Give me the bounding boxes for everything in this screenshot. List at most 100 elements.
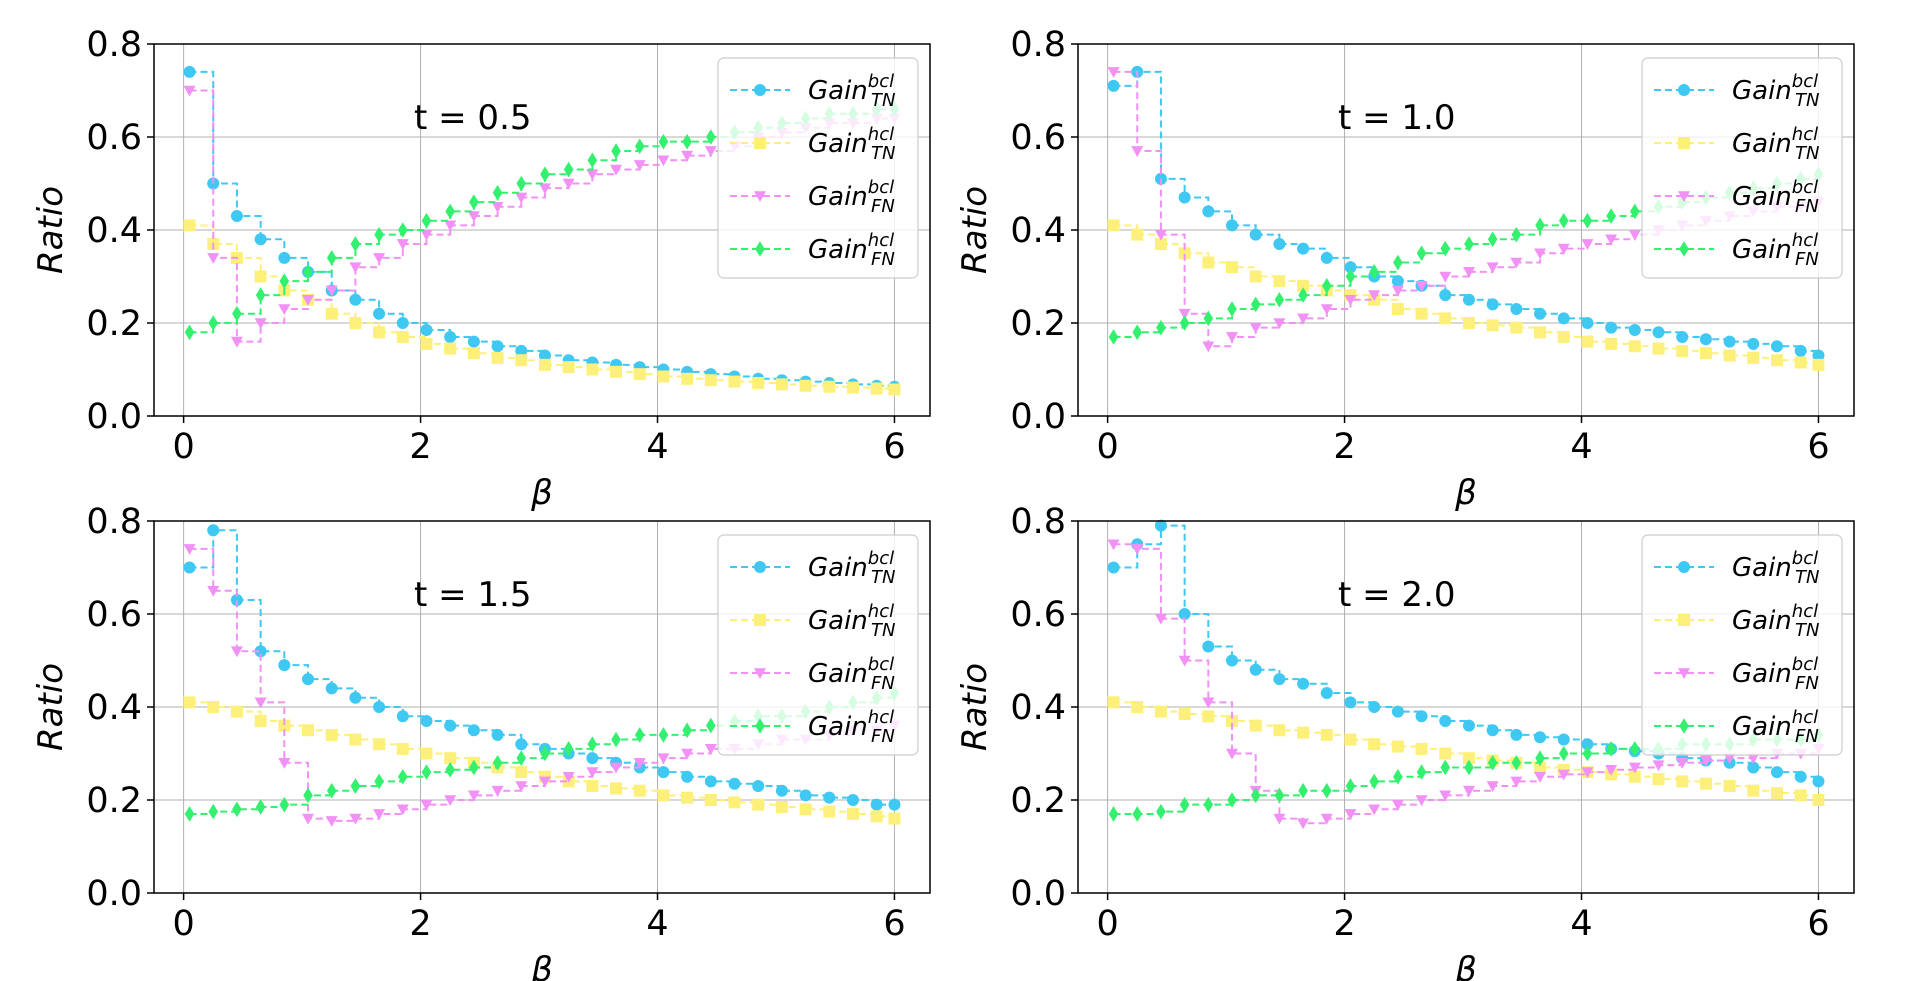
data-point bbox=[1179, 315, 1190, 331]
data-point bbox=[1226, 714, 1239, 727]
subplot-4: 0.00.20.40.60.80 2 4 6t = 2.0βRatioGainbclT… bbox=[955, 502, 1855, 981]
data-point bbox=[349, 293, 362, 306]
data-point bbox=[1652, 773, 1665, 786]
legend-label-sub: FN bbox=[1795, 249, 1819, 270]
data-point bbox=[1391, 285, 1404, 297]
data-point bbox=[325, 816, 338, 827]
data-point bbox=[681, 150, 694, 162]
data-point bbox=[658, 133, 669, 150]
data-point bbox=[1368, 804, 1381, 816]
data-point bbox=[1535, 750, 1545, 766]
data-point bbox=[444, 220, 457, 232]
data-point bbox=[208, 803, 219, 820]
x-tick-label: 2 bbox=[409, 904, 431, 944]
data-point bbox=[1107, 219, 1120, 232]
legend-label-sub: TN bbox=[1795, 567, 1819, 588]
data-point bbox=[682, 133, 692, 150]
annotation: t = 2.0 bbox=[1338, 575, 1456, 615]
x-axis-label: β bbox=[530, 950, 553, 981]
data-point bbox=[444, 330, 457, 343]
legend-label: Gainbcl bbox=[1732, 548, 1818, 583]
data-point bbox=[255, 287, 266, 303]
data-point bbox=[1178, 247, 1191, 260]
data-point bbox=[658, 727, 669, 743]
data-point bbox=[888, 812, 901, 825]
legend-label: Gainbcl bbox=[1732, 654, 1818, 689]
legend-label: Gainbcl bbox=[808, 548, 894, 583]
subplot-1: 0.00.20.40.60.80 2 4 6t = 0.5βRatioGainbclT… bbox=[31, 25, 931, 513]
data-point bbox=[1226, 748, 1239, 760]
data-point bbox=[516, 175, 527, 192]
data-point bbox=[799, 803, 812, 816]
data-point bbox=[1462, 317, 1475, 329]
y-tick-label: 0.2 bbox=[1010, 304, 1066, 344]
y-tick-label: 0.2 bbox=[1010, 781, 1066, 821]
data-point bbox=[1812, 358, 1825, 371]
data-point bbox=[1345, 778, 1356, 794]
data-point bbox=[467, 724, 480, 737]
data-point bbox=[1812, 349, 1825, 362]
data-point bbox=[633, 784, 646, 797]
x-tick-label: 4 bbox=[646, 427, 668, 467]
data-point bbox=[1534, 307, 1547, 320]
data-point bbox=[349, 691, 362, 704]
data-point bbox=[1273, 813, 1286, 825]
data-point bbox=[681, 748, 694, 760]
legend-label-sub: TN bbox=[871, 620, 895, 641]
data-point bbox=[1676, 775, 1689, 788]
data-point bbox=[1462, 752, 1475, 765]
data-point bbox=[183, 561, 196, 574]
data-point bbox=[1770, 787, 1783, 800]
legend-label: Gainhcl bbox=[808, 230, 894, 265]
legend-label: Gainhcl bbox=[808, 601, 894, 636]
data-point bbox=[396, 742, 409, 755]
data-point bbox=[1510, 776, 1523, 788]
data-point bbox=[1747, 761, 1760, 774]
data-point bbox=[870, 810, 883, 823]
data-point bbox=[1464, 236, 1474, 252]
legend-label-sub: FN bbox=[1795, 196, 1819, 217]
legend-label-sup: bcl bbox=[1792, 548, 1818, 569]
data-point bbox=[1226, 261, 1239, 274]
data-point bbox=[1297, 313, 1310, 325]
data-point bbox=[467, 211, 480, 223]
legend-label-sup: hcl bbox=[868, 601, 894, 622]
data-point bbox=[1535, 217, 1545, 234]
data-point bbox=[704, 744, 717, 755]
data-point bbox=[1557, 312, 1570, 325]
data-point bbox=[1812, 794, 1825, 806]
data-point bbox=[349, 813, 362, 825]
data-point bbox=[1249, 719, 1262, 732]
data-point bbox=[1154, 613, 1167, 625]
data-point bbox=[823, 805, 836, 818]
annotation: t = 0.5 bbox=[414, 98, 532, 138]
data-point bbox=[1274, 291, 1285, 308]
data-point bbox=[704, 794, 717, 806]
data-point bbox=[540, 745, 550, 762]
legend-label-sup: hcl bbox=[868, 707, 894, 728]
data-point bbox=[303, 787, 313, 804]
data-point bbox=[396, 710, 409, 723]
data-point bbox=[1391, 740, 1404, 753]
legend-label-base: Gain bbox=[808, 606, 868, 636]
data-point bbox=[325, 307, 338, 320]
data-point bbox=[1416, 764, 1427, 780]
data-point bbox=[1273, 275, 1286, 288]
data-point bbox=[704, 146, 717, 157]
data-point bbox=[1462, 719, 1475, 732]
data-point bbox=[1202, 710, 1215, 723]
legend-label-base: Gain bbox=[1732, 712, 1792, 742]
data-point bbox=[634, 727, 645, 743]
y-tick-label: 0.6 bbox=[1010, 595, 1066, 635]
data-point bbox=[515, 738, 528, 751]
data-point bbox=[1415, 742, 1428, 755]
data-point bbox=[1699, 347, 1712, 360]
data-point bbox=[491, 728, 504, 741]
legend-label-sup: hcl bbox=[1792, 707, 1818, 728]
data-point bbox=[1226, 654, 1239, 667]
data-point bbox=[538, 349, 551, 362]
data-point bbox=[1606, 741, 1616, 757]
data-point bbox=[1486, 319, 1499, 332]
data-point bbox=[586, 752, 599, 765]
